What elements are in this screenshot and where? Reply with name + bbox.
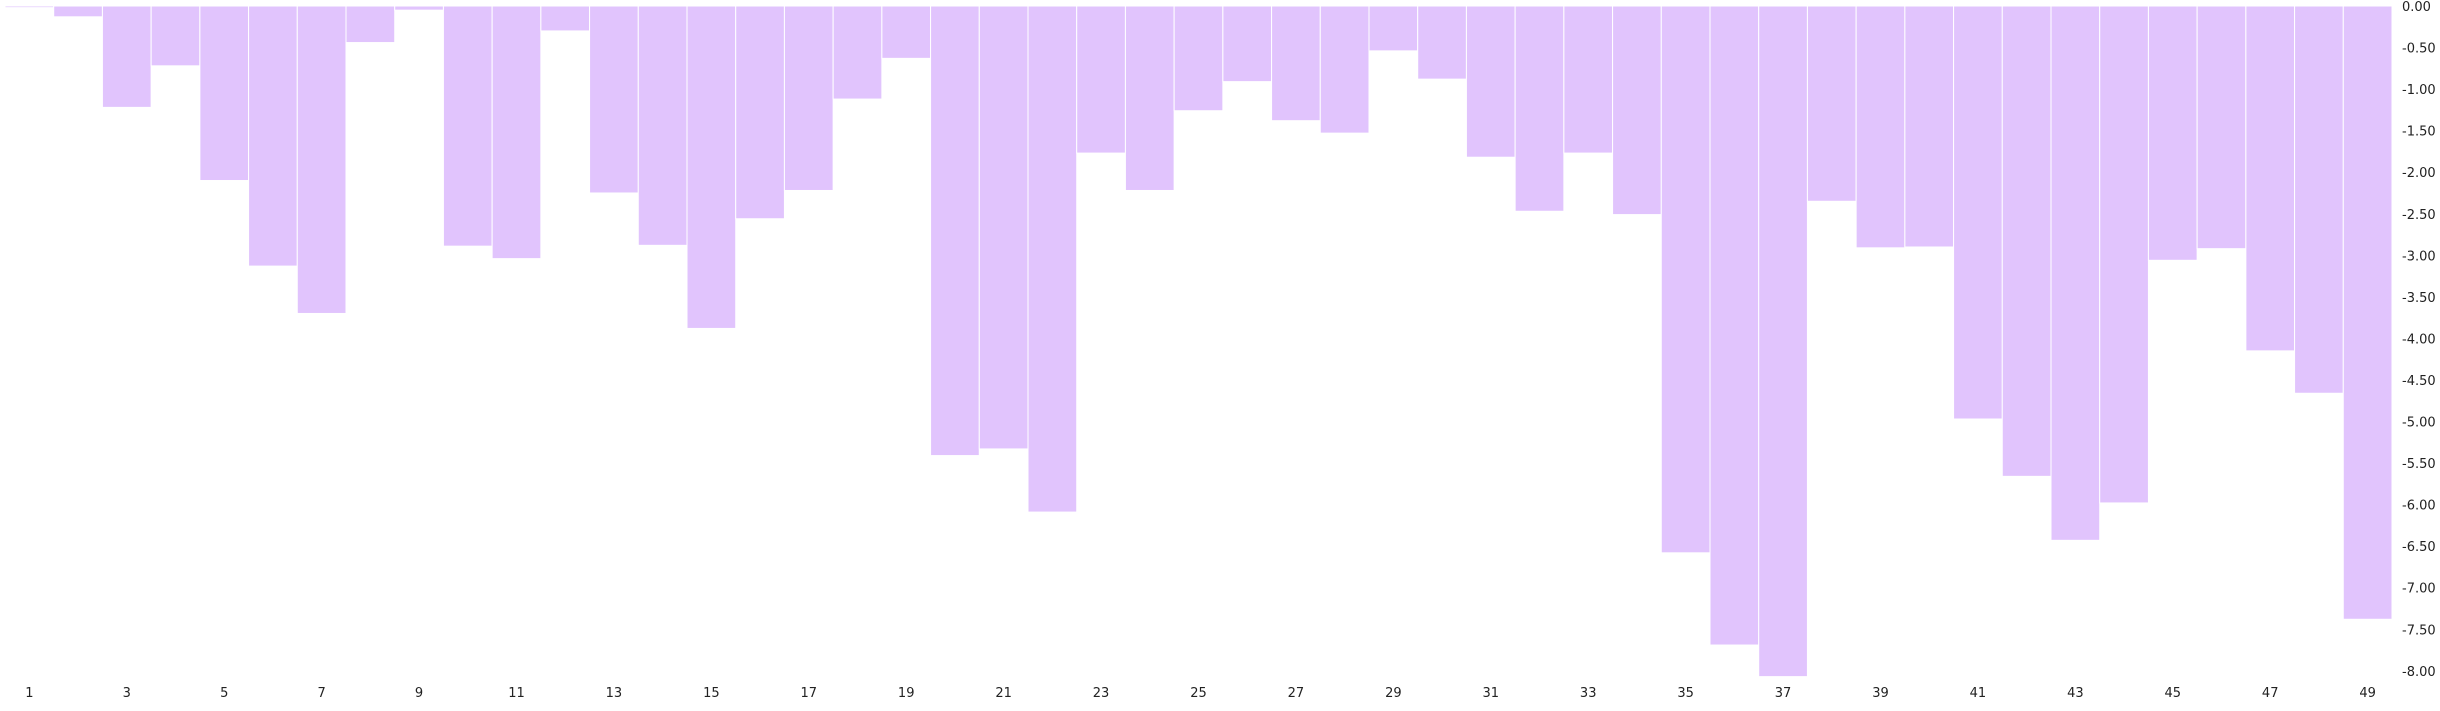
x-tick-label: 13 — [606, 686, 623, 701]
x-tick-label: 39 — [1872, 686, 1889, 701]
bar-32 — [1514, 5, 1565, 212]
x-tick-label: 25 — [1190, 686, 1207, 701]
bar-25 — [1173, 5, 1224, 112]
y-tick-label: -4.00 — [2402, 332, 2436, 347]
x-tick-label: 35 — [1677, 686, 1694, 701]
x-tick-label: 19 — [898, 686, 915, 701]
bar-48 — [2294, 5, 2344, 394]
bar-27 — [1271, 5, 1321, 122]
bar-10 — [442, 5, 493, 247]
x-tick-label: 47 — [2262, 686, 2279, 701]
y-tick-label: -3.50 — [2402, 291, 2436, 306]
bar-12 — [540, 5, 591, 32]
bar-37 — [1758, 5, 1808, 678]
bar-4 — [150, 5, 201, 67]
x-tick-label: 43 — [2067, 686, 2084, 701]
x-tick-label: 23 — [1093, 686, 1110, 701]
bar-30 — [1417, 5, 1467, 80]
bar-35 — [1660, 5, 1711, 554]
x-tick-label: 37 — [1775, 686, 1792, 701]
bar-29 — [1368, 5, 1419, 52]
bar-11 — [491, 5, 542, 260]
y-tick-label: -7.00 — [2402, 582, 2436, 597]
x-tick-label: 27 — [1288, 686, 1305, 701]
x-tick-label: 7 — [317, 686, 325, 701]
y-tick-label: 0.00 — [2402, 0, 2431, 15]
bar-47 — [2245, 5, 2296, 352]
bar-49 — [2342, 5, 2393, 620]
bars-layer — [4, 5, 2393, 678]
x-tick-label: 17 — [801, 686, 818, 701]
bar-6 — [248, 5, 298, 267]
y-axis-tick-labels: 0.00 -0.50 -1.00 -1.50 -2.00 -2.50 -3.00 -3.50 -… — [2402, 0, 2436, 680]
x-tick-label: 33 — [1580, 686, 1597, 701]
x-tick-label: 49 — [2359, 686, 2376, 701]
bar-13 — [589, 5, 639, 194]
bar-7 — [296, 5, 347, 314]
bar-8 — [345, 5, 396, 44]
bar-18 — [832, 5, 883, 100]
y-tick-label: -7.50 — [2402, 623, 2436, 638]
x-tick-label: 9 — [415, 686, 423, 701]
x-tick-label: 31 — [1483, 686, 1500, 701]
y-tick-label: -6.50 — [2402, 540, 2436, 555]
y-tick-label: -3.00 — [2402, 249, 2436, 264]
x-tick-label: 3 — [123, 686, 131, 701]
bar-1 — [4, 5, 55, 9]
bar-22 — [1027, 5, 1078, 513]
x-tick-label: 1 — [25, 686, 33, 701]
y-tick-label: -4.50 — [2402, 374, 2436, 389]
x-tick-label: 21 — [995, 686, 1012, 701]
bar-15 — [686, 5, 737, 329]
bar-26 — [1222, 5, 1273, 83]
bar-23 — [1076, 5, 1126, 154]
y-tick-label: -5.50 — [2402, 457, 2436, 472]
bar-42 — [2001, 5, 2052, 477]
bar-14 — [637, 5, 688, 246]
bar-2 — [53, 5, 103, 18]
bar-3 — [101, 5, 152, 108]
y-tick-label: -0.50 — [2402, 42, 2436, 57]
bar-28 — [1319, 5, 1370, 134]
bar-16 — [735, 5, 785, 220]
bar-43 — [2050, 5, 2101, 541]
bar-45 — [2147, 5, 2198, 261]
bar-34 — [1612, 5, 1662, 216]
bar-31 — [1465, 5, 1516, 158]
y-tick-label: -2.50 — [2402, 208, 2436, 223]
bar-21 — [978, 5, 1029, 450]
x-tick-label: 15 — [703, 686, 720, 701]
x-tick-label: 11 — [508, 686, 525, 701]
bar-5 — [199, 5, 250, 182]
x-tick-label: 41 — [1970, 686, 1987, 701]
bar-20 — [930, 5, 980, 457]
y-tick-label: -8.00 — [2402, 665, 2436, 680]
bar-40 — [1904, 5, 1955, 248]
bar-38 — [1806, 5, 1857, 202]
bar-24 — [1124, 5, 1175, 191]
x-tick-label: 29 — [1385, 686, 1402, 701]
y-tick-label: -2.00 — [2402, 166, 2436, 181]
bar-17 — [783, 5, 834, 191]
bar-19 — [881, 5, 932, 59]
y-tick-label: -1.00 — [2402, 83, 2436, 98]
bar-44 — [2099, 5, 2149, 504]
y-tick-label: -6.00 — [2402, 499, 2436, 514]
x-tick-label: 5 — [220, 686, 228, 701]
bar-36 — [1709, 5, 1760, 646]
x-axis-tick-labels: 1 3 5 7 9 11 13 15 17 19 21 23 25 27 29 31 33 35 37 39 41 43 4… — [25, 686, 2376, 701]
y-tick-label: -5.00 — [2402, 416, 2436, 431]
bar-33 — [1563, 5, 1614, 154]
bar-39 — [1855, 5, 1906, 249]
bar-41 — [1953, 5, 2003, 420]
y-tick-label: -1.50 — [2402, 125, 2436, 140]
bar-46 — [2196, 5, 2247, 250]
bar-9 — [394, 5, 444, 11]
x-tick-label: 45 — [2165, 686, 2182, 701]
